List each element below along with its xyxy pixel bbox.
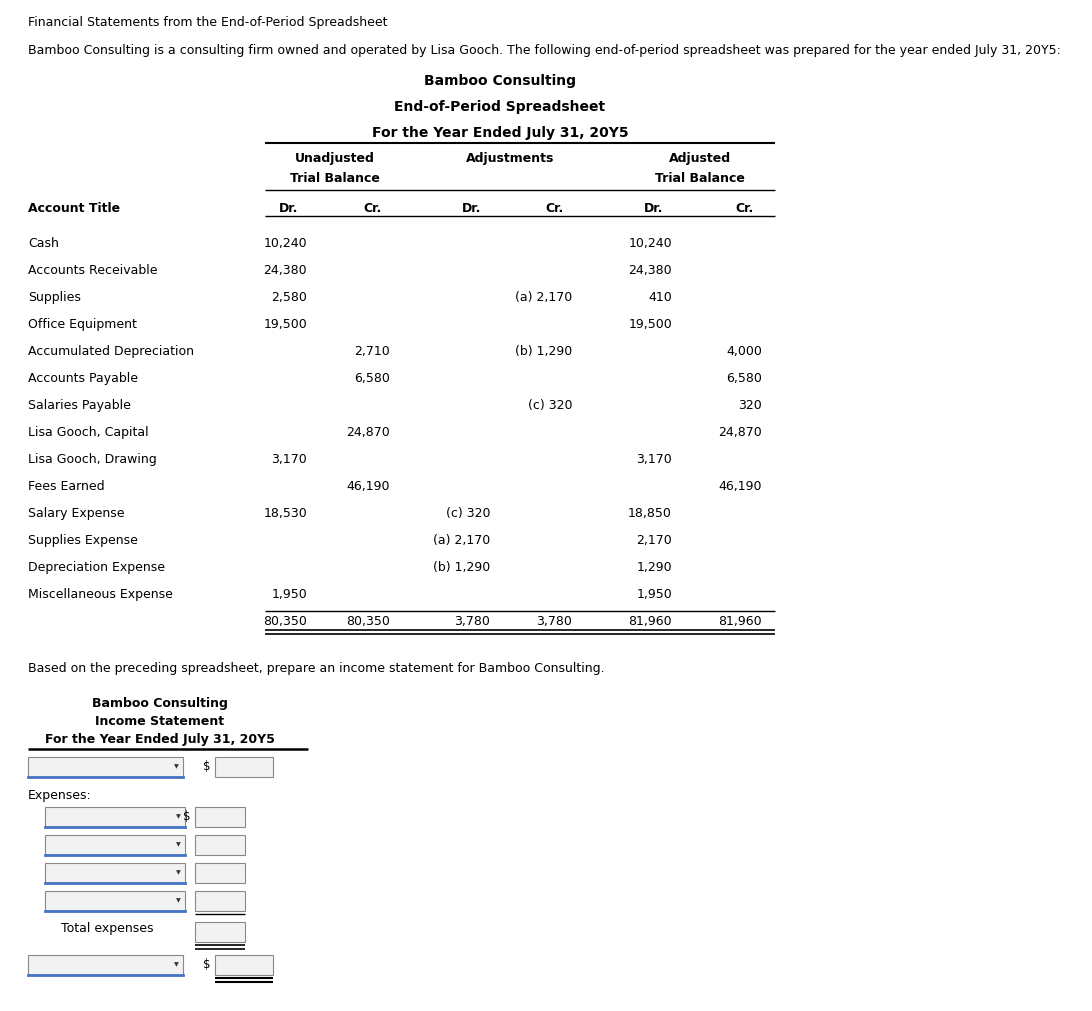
Text: Salaries Payable: Salaries Payable xyxy=(28,399,131,412)
Bar xyxy=(195,891,245,911)
Text: ▼: ▼ xyxy=(176,815,180,820)
Text: Depreciation Expense: Depreciation Expense xyxy=(28,561,165,574)
Bar xyxy=(45,807,185,827)
Text: Miscellaneous Expense: Miscellaneous Expense xyxy=(28,588,173,601)
Text: Cr.: Cr. xyxy=(363,202,381,215)
Text: 10,240: 10,240 xyxy=(263,237,307,250)
Text: $: $ xyxy=(203,760,211,773)
Text: (c) 320: (c) 320 xyxy=(446,507,490,520)
Text: 1,950: 1,950 xyxy=(271,588,307,601)
Text: Lisa Gooch, Capital: Lisa Gooch, Capital xyxy=(28,426,149,439)
Text: 410: 410 xyxy=(649,291,672,304)
Text: 2,710: 2,710 xyxy=(354,345,390,358)
Text: $: $ xyxy=(203,958,211,972)
Text: 24,870: 24,870 xyxy=(719,426,762,439)
Text: (c) 320: (c) 320 xyxy=(527,399,572,412)
Text: (b) 1,290: (b) 1,290 xyxy=(432,561,490,574)
Text: (a) 2,170: (a) 2,170 xyxy=(514,291,572,304)
Bar xyxy=(45,835,185,855)
Bar xyxy=(28,757,183,777)
Bar xyxy=(45,863,185,883)
Text: For the Year Ended July 31, 20Y5: For the Year Ended July 31, 20Y5 xyxy=(45,733,275,746)
Text: (b) 1,290: (b) 1,290 xyxy=(514,345,572,358)
Text: 18,850: 18,850 xyxy=(628,507,672,520)
Text: Bamboo Consulting: Bamboo Consulting xyxy=(92,697,228,710)
Text: 24,380: 24,380 xyxy=(263,264,307,277)
Text: ▼: ▼ xyxy=(174,764,178,769)
Text: Cash: Cash xyxy=(28,237,59,250)
Text: Supplies: Supplies xyxy=(28,291,81,304)
Text: Accumulated Depreciation: Accumulated Depreciation xyxy=(28,345,194,358)
Text: 80,350: 80,350 xyxy=(263,615,307,628)
Text: $: $ xyxy=(183,811,191,824)
Text: 19,500: 19,500 xyxy=(628,318,672,331)
Text: Accounts Payable: Accounts Payable xyxy=(28,372,138,385)
Text: 81,960: 81,960 xyxy=(719,615,762,628)
Text: 81,960: 81,960 xyxy=(628,615,672,628)
Bar xyxy=(195,835,245,855)
Text: 2,170: 2,170 xyxy=(637,534,672,547)
Text: 2,580: 2,580 xyxy=(271,291,307,304)
Text: 320: 320 xyxy=(738,399,762,412)
Text: 3,780: 3,780 xyxy=(536,615,572,628)
Text: 1,950: 1,950 xyxy=(637,588,672,601)
Text: 6,580: 6,580 xyxy=(726,372,762,385)
Text: Dr.: Dr. xyxy=(644,202,664,215)
Text: ▼: ▼ xyxy=(174,962,178,968)
Text: Adjusted: Adjusted xyxy=(669,152,731,165)
Text: ▼: ▼ xyxy=(176,899,180,904)
Text: Account Title: Account Title xyxy=(28,202,120,215)
Text: For the Year Ended July 31, 20Y5: For the Year Ended July 31, 20Y5 xyxy=(371,126,628,140)
Text: Expenses:: Expenses: xyxy=(28,789,92,802)
Text: Supplies Expense: Supplies Expense xyxy=(28,534,138,547)
Text: Adjustments: Adjustments xyxy=(466,152,554,165)
Text: 46,190: 46,190 xyxy=(719,480,762,493)
Text: 24,870: 24,870 xyxy=(346,426,390,439)
Bar xyxy=(215,955,273,975)
Text: 4,000: 4,000 xyxy=(726,345,762,358)
Text: Total expenses: Total expenses xyxy=(61,922,154,935)
Bar xyxy=(195,863,245,883)
Text: Salary Expense: Salary Expense xyxy=(28,507,124,520)
Bar xyxy=(195,807,245,827)
Text: Based on the preceding spreadsheet, prepare an income statement for Bamboo Consu: Based on the preceding spreadsheet, prep… xyxy=(28,662,605,675)
Text: Bamboo Consulting: Bamboo Consulting xyxy=(424,74,575,88)
Text: Trial Balance: Trial Balance xyxy=(655,172,745,185)
Text: ▼: ▼ xyxy=(176,842,180,847)
Text: Accounts Receivable: Accounts Receivable xyxy=(28,264,157,277)
Bar xyxy=(45,891,185,911)
Text: Financial Statements from the End-of-Period Spreadsheet: Financial Statements from the End-of-Per… xyxy=(28,16,388,29)
Text: 19,500: 19,500 xyxy=(263,318,307,331)
Bar xyxy=(215,757,273,777)
Text: Cr.: Cr. xyxy=(735,202,753,215)
Text: Unadjusted: Unadjusted xyxy=(295,152,375,165)
Text: 18,530: 18,530 xyxy=(263,507,307,520)
Text: 24,380: 24,380 xyxy=(628,264,672,277)
Text: Office Equipment: Office Equipment xyxy=(28,318,136,331)
Text: Dr.: Dr. xyxy=(280,202,299,215)
Text: 3,170: 3,170 xyxy=(271,453,307,466)
Text: 46,190: 46,190 xyxy=(346,480,390,493)
Text: Cr.: Cr. xyxy=(545,202,563,215)
Text: 6,580: 6,580 xyxy=(354,372,390,385)
Text: 3,780: 3,780 xyxy=(454,615,490,628)
Text: ▼: ▼ xyxy=(176,870,180,876)
Text: End-of-Period Spreadsheet: End-of-Period Spreadsheet xyxy=(394,100,606,114)
Text: 80,350: 80,350 xyxy=(346,615,390,628)
Text: 3,170: 3,170 xyxy=(637,453,672,466)
Bar xyxy=(28,955,183,975)
Bar xyxy=(195,922,245,942)
Text: Trial Balance: Trial Balance xyxy=(290,172,380,185)
Text: (a) 2,170: (a) 2,170 xyxy=(432,534,490,547)
Text: Lisa Gooch, Drawing: Lisa Gooch, Drawing xyxy=(28,453,157,466)
Text: 10,240: 10,240 xyxy=(628,237,672,250)
Text: Fees Earned: Fees Earned xyxy=(28,480,105,493)
Text: Income Statement: Income Statement xyxy=(95,715,225,728)
Text: Dr.: Dr. xyxy=(462,202,482,215)
Text: Bamboo Consulting is a consulting firm owned and operated by Lisa Gooch. The fol: Bamboo Consulting is a consulting firm o… xyxy=(28,44,1060,57)
Text: 1,290: 1,290 xyxy=(637,561,672,574)
